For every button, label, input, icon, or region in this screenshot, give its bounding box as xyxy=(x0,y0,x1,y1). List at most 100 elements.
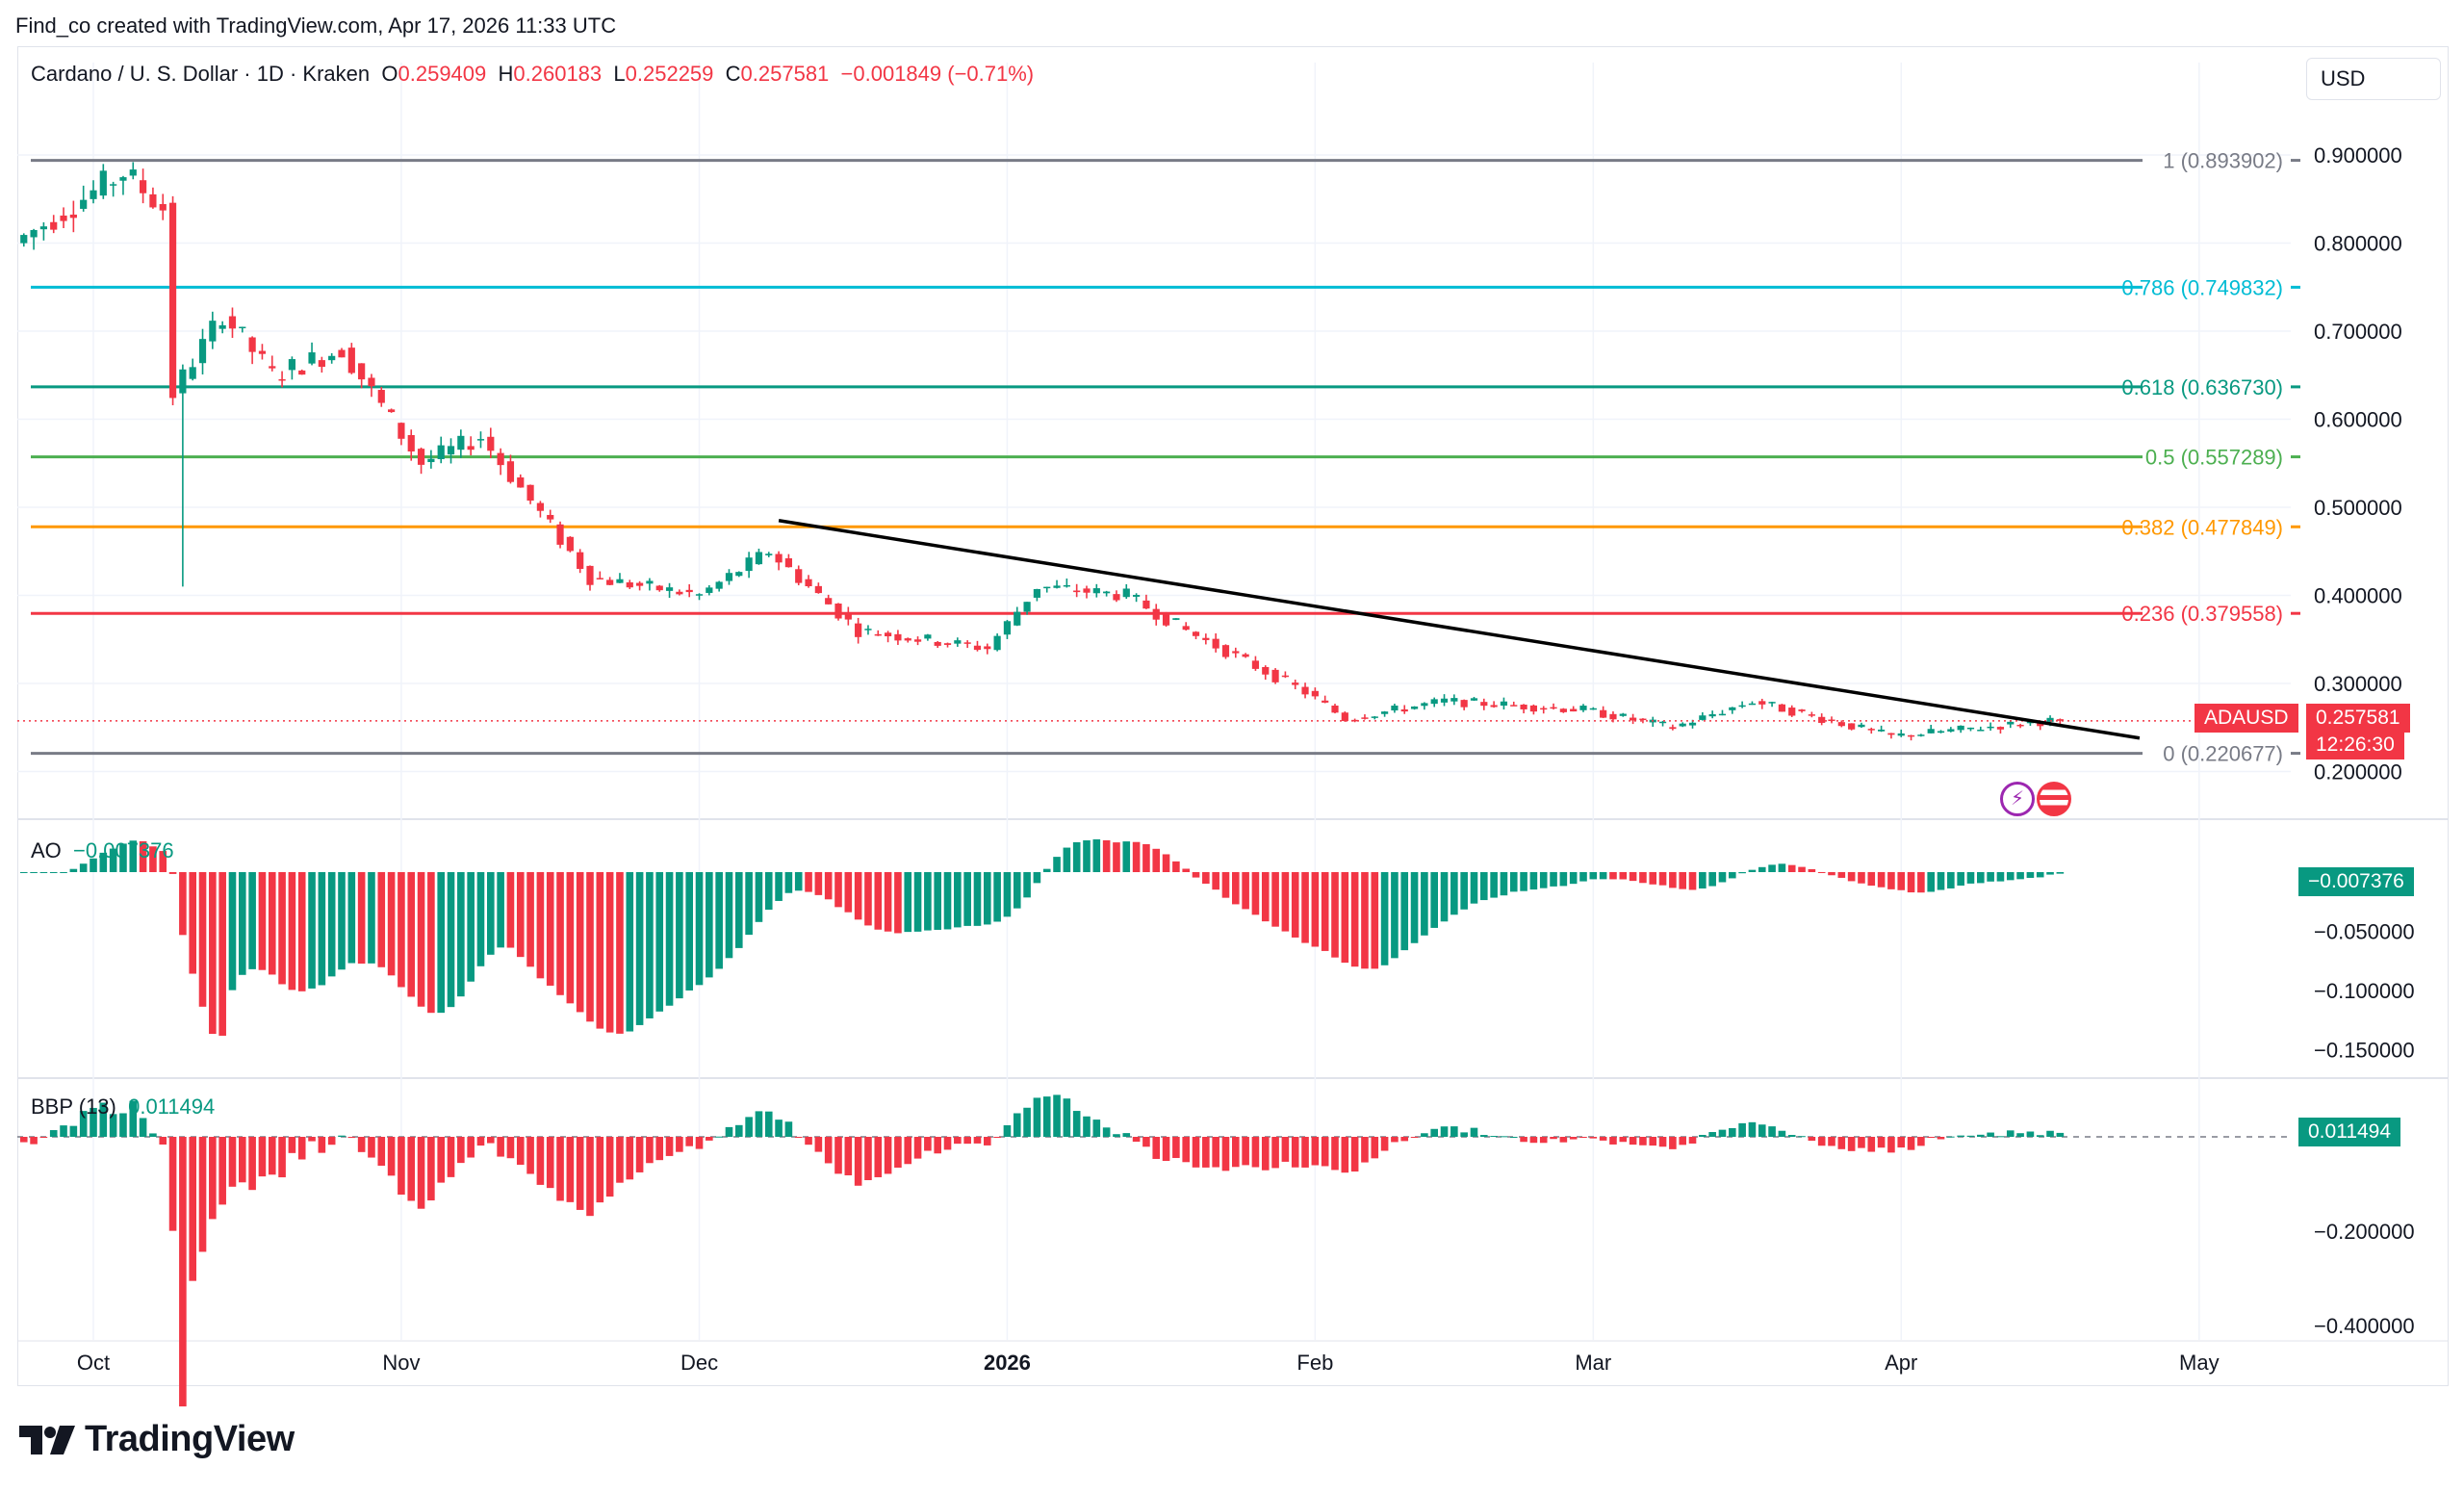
ao-histogram-bar xyxy=(536,872,545,979)
bbp-histogram-bar xyxy=(179,1137,187,1407)
ao-histogram-bar xyxy=(109,848,117,872)
created-with-header: Find_co created with TradingView.com, Ap… xyxy=(15,13,617,38)
bbp-histogram-bar xyxy=(1122,1133,1131,1137)
bbp-histogram-bar xyxy=(824,1137,833,1164)
candle-body xyxy=(1917,734,1925,736)
candle-body xyxy=(80,199,88,209)
fib-level-label: 0.618 (0.636730) xyxy=(2121,375,2283,399)
bbp-histogram-bar xyxy=(526,1137,534,1174)
candle-body xyxy=(616,579,624,583)
ao-histogram-bar xyxy=(228,872,237,991)
ao-histogram-bar xyxy=(497,872,504,948)
bbp-histogram-bar xyxy=(1460,1132,1468,1137)
ao-histogram-bar xyxy=(1828,872,1835,876)
bbp-histogram-bar xyxy=(308,1137,316,1142)
candle-body xyxy=(1331,705,1339,713)
candle-body xyxy=(1529,705,1537,712)
ao-histogram-bar xyxy=(506,872,515,948)
candle-body xyxy=(398,423,405,439)
candle-body xyxy=(676,591,683,595)
us-flag-icon[interactable] xyxy=(2037,782,2071,816)
countdown-badge: 12:26:30 xyxy=(2306,731,2404,759)
bbp-histogram-bar xyxy=(655,1137,664,1161)
ao-histogram-bar xyxy=(1132,841,1141,872)
ao-histogram-bar xyxy=(1738,872,1746,874)
ao-histogram-bar xyxy=(19,872,28,873)
bbp-histogram-bar xyxy=(516,1137,525,1165)
bbp-legend: BBP (13) 0.011494 xyxy=(31,1094,215,1120)
ao-histogram-bar xyxy=(357,872,366,965)
candle-body xyxy=(308,352,316,364)
bbp-histogram-bar xyxy=(1102,1127,1111,1137)
candle-body xyxy=(1460,700,1468,708)
candle-body xyxy=(556,524,564,545)
bbp-histogram-bar xyxy=(1579,1137,1587,1139)
candle-body xyxy=(1182,626,1190,631)
bbp-histogram-bar xyxy=(1450,1126,1458,1137)
bbp-histogram-bar xyxy=(1182,1137,1190,1163)
ao-histogram-bar xyxy=(168,872,177,874)
ao-histogram-bar xyxy=(1708,872,1716,887)
bbp-histogram-bar xyxy=(934,1137,941,1154)
candle-body xyxy=(168,202,177,399)
ao-histogram-bar xyxy=(1748,869,1757,872)
ao-histogram-bar xyxy=(1063,847,1071,872)
candle-body xyxy=(755,552,763,565)
candle-body xyxy=(1848,723,1856,730)
ao-histogram-bar xyxy=(1480,872,1488,901)
bbp-histogram-bar xyxy=(1072,1111,1081,1137)
candle-body xyxy=(1490,705,1498,708)
time-tick-label: Mar xyxy=(1575,1351,1611,1375)
candle-body xyxy=(775,553,783,563)
candle-body xyxy=(119,177,127,181)
bbp-histogram-bar xyxy=(109,1114,117,1137)
bbp-histogram-bar xyxy=(764,1111,773,1137)
ao-histogram-bar xyxy=(1500,872,1508,896)
ao-histogram-bar xyxy=(1599,872,1607,880)
candle-body xyxy=(417,449,425,465)
bbp-histogram-bar xyxy=(30,1137,38,1145)
ao-histogram-bar xyxy=(398,872,405,988)
candle-body xyxy=(855,623,862,637)
currency-button[interactable]: USD xyxy=(2306,58,2441,100)
candle-body xyxy=(1570,708,1578,712)
candle-body xyxy=(655,585,663,591)
price-tick-label: 0.300000 xyxy=(2314,672,2402,696)
lightning-icon[interactable]: ⚡ xyxy=(2000,782,2035,816)
bbp-histogram-bar xyxy=(417,1137,425,1209)
candle-body xyxy=(467,446,475,450)
candle-body xyxy=(1083,588,1091,593)
ao-histogram-bar xyxy=(1261,872,1270,922)
ao-histogram-bar xyxy=(1421,872,1428,936)
bbp-histogram-bar xyxy=(1003,1124,1012,1137)
candle-body xyxy=(1133,595,1141,597)
ao-histogram-bar xyxy=(556,872,564,995)
fib-level-label: 1 (0.893902) xyxy=(2163,149,2283,173)
ao-histogram-bar xyxy=(1361,872,1369,969)
bbp-histogram-bar xyxy=(596,1137,604,1203)
bbp-histogram-bar xyxy=(1490,1136,1498,1138)
candle-body xyxy=(1878,729,1886,732)
bbp-histogram-bar xyxy=(1311,1137,1320,1166)
candle-body xyxy=(179,369,187,394)
ao-histogram-bar xyxy=(1758,866,1766,872)
bbp-histogram-bar xyxy=(1410,1137,1419,1138)
tradingview-logo[interactable]: TradingView xyxy=(19,1419,295,1460)
candle-body xyxy=(566,536,574,552)
ao-histogram-bar xyxy=(1291,872,1299,938)
ao-histogram-bar xyxy=(934,872,941,930)
ao-histogram-bar xyxy=(1679,872,1686,889)
bbp-histogram-bar xyxy=(1321,1137,1329,1167)
time-tick-label: Nov xyxy=(382,1351,420,1375)
ao-histogram-bar xyxy=(1182,868,1190,872)
ao-histogram-bar xyxy=(1927,872,1935,892)
candle-body xyxy=(745,557,753,572)
bbp-histogram-bar xyxy=(635,1137,644,1172)
candle-body xyxy=(1778,704,1785,712)
bbp-histogram-bar xyxy=(69,1125,78,1137)
ao-histogram-bar xyxy=(665,872,674,1006)
bbp-histogram-bar xyxy=(427,1137,435,1201)
bbp-histogram-bar xyxy=(973,1137,982,1144)
bbp-histogram-bar xyxy=(1380,1137,1389,1151)
